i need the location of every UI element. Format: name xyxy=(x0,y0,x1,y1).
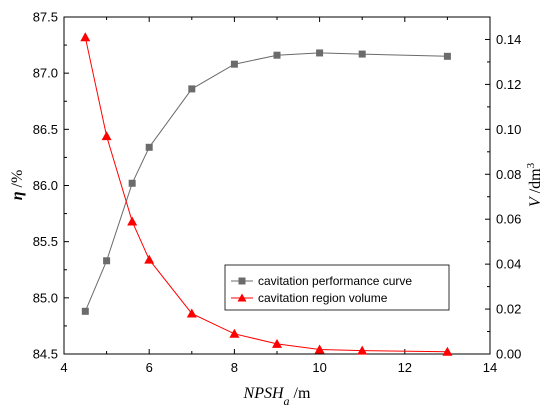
data-point-triangle xyxy=(272,338,282,348)
y-left-label-main: η xyxy=(9,191,26,200)
y-left-tick-label: 84.5 xyxy=(33,347,58,362)
x-tick-label: 4 xyxy=(60,360,67,375)
data-point-triangle xyxy=(357,345,368,355)
x-tick-label: 10 xyxy=(312,360,326,375)
data-point-square xyxy=(358,50,366,58)
y-left-tick-label: 87.5 xyxy=(33,10,58,25)
y-left-tick-label: 86.0 xyxy=(33,178,58,193)
x-tick-label: 12 xyxy=(398,360,412,375)
x-tick-label: 8 xyxy=(231,360,238,375)
y-right-tick-label: 0.04 xyxy=(496,257,521,272)
y-right-tick-label: 0.08 xyxy=(496,167,521,182)
legend-box xyxy=(224,264,450,311)
data-point-triangle xyxy=(229,328,240,338)
legend-label-2: cavitation region volume xyxy=(258,291,388,305)
legend-label-1: cavitation performance curve xyxy=(258,274,412,288)
y-left-axis-label: η /% xyxy=(9,170,26,201)
y-right-label-main: V xyxy=(527,195,544,207)
y-left-tick-label: 85.0 xyxy=(33,290,58,305)
data-point-square xyxy=(273,51,281,59)
y-right-label-unit: /dm xyxy=(527,168,544,197)
data-point-triangle xyxy=(80,32,91,42)
series-line-2 xyxy=(84,37,448,353)
y-left-tick-label: 85.5 xyxy=(33,234,58,249)
data-point-square xyxy=(103,257,111,265)
data-point-square xyxy=(230,60,238,68)
data-point-triangle xyxy=(144,254,155,264)
y-right-tick-label: 0.10 xyxy=(496,122,521,137)
data-point-triangle xyxy=(314,344,325,354)
data-point-square xyxy=(81,307,89,315)
y-right-axis-label: V /dm3 xyxy=(525,162,544,207)
y-right-tick-label: 0.12 xyxy=(496,77,521,92)
x-axis-label: NPSHa /m xyxy=(243,385,311,408)
x-axis-label-sub: a xyxy=(284,394,290,408)
axis-ticks: 4 6 8 10 12 14 84.5 85.0 85.5 86.0 86.5 87.0 87.5 0.0… xyxy=(33,10,522,376)
data-point-triangle xyxy=(186,308,197,318)
x-tick-label: 6 xyxy=(146,360,153,375)
y-right-tick-label: 0.06 xyxy=(496,212,521,227)
legend: cavitation performance curve cavitation … xyxy=(224,264,450,311)
series-line-1 xyxy=(84,52,448,312)
y-left-tick-label: 87.0 xyxy=(33,66,58,81)
data-point-square xyxy=(316,49,324,57)
data-point-triangle xyxy=(101,131,112,141)
data-point-triangle xyxy=(127,216,138,226)
y-right-tick-label: 0.14 xyxy=(496,32,521,47)
y-right-tick-label: 0.00 xyxy=(496,347,521,362)
x-axis-label-unit: /m xyxy=(290,385,311,402)
data-point-square xyxy=(145,143,153,151)
x-axis-label-main: NPSH xyxy=(243,385,285,402)
series-layer xyxy=(80,32,453,356)
data-point-square xyxy=(443,52,451,60)
data-point-triangle xyxy=(442,346,453,356)
y-right-label-sup: 3 xyxy=(525,162,537,168)
data-point-square xyxy=(188,85,196,93)
y-right-tick-label: 0.02 xyxy=(496,302,521,317)
y-left-tick-label: 86.5 xyxy=(33,122,58,137)
x-tick-label: 14 xyxy=(483,360,497,375)
legend-marker-triangle xyxy=(237,293,247,302)
data-point-square xyxy=(128,179,136,187)
y-left-label-unit: /% xyxy=(9,170,26,192)
legend-marker-square xyxy=(238,277,246,285)
